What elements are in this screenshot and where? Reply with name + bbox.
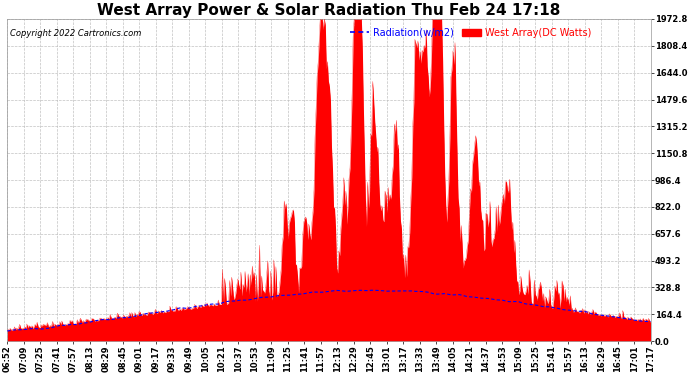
Title: West Array Power & Solar Radiation Thu Feb 24 17:18: West Array Power & Solar Radiation Thu F… bbox=[97, 3, 560, 18]
Legend: Radiation(w/m2), West Array(DC Watts): Radiation(w/m2), West Array(DC Watts) bbox=[346, 24, 595, 42]
Text: Copyright 2022 Cartronics.com: Copyright 2022 Cartronics.com bbox=[10, 28, 142, 38]
